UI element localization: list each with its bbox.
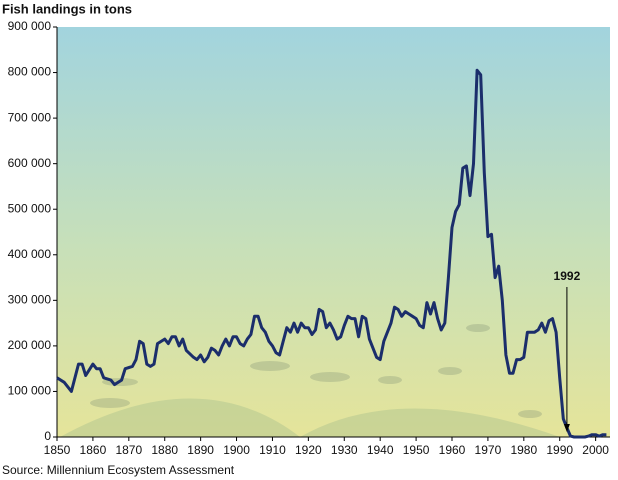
x-tick-label: 1960 [439, 443, 466, 457]
x-tick-label: 1970 [475, 443, 502, 457]
x-tick-label: 1930 [331, 443, 358, 457]
annotation-arrowhead [563, 424, 570, 432]
plot-background [57, 27, 610, 437]
y-tick-label: 600 000 [8, 156, 52, 170]
x-tick-label: 1870 [115, 443, 142, 457]
x-tick-label: 1860 [80, 443, 107, 457]
y-tick-label: 100 000 [8, 384, 52, 398]
y-tick-label: 400 000 [8, 247, 52, 261]
y-tick-label: 500 000 [8, 201, 52, 215]
x-tick-label: 1980 [510, 443, 537, 457]
annotation: 1992 [554, 269, 581, 283]
x-tick-label: 1940 [367, 443, 394, 457]
x-tick-label: 2000 [582, 443, 609, 457]
x-tick-label: 1920 [295, 443, 322, 457]
data-line [56, 68, 607, 439]
y-tick-label: 300 000 [8, 293, 52, 307]
seaweed-decoration [60, 324, 560, 437]
x-tick-label: 1990 [546, 443, 573, 457]
y-tick-label: 0 [44, 429, 51, 443]
x-tick-label: 1850 [44, 443, 71, 457]
y-tick-label: 800 000 [8, 65, 52, 79]
x-tick-label: 1950 [403, 443, 430, 457]
x-tick-label: 1880 [151, 443, 178, 457]
y-tick-label: 200 000 [8, 338, 52, 352]
x-tick-label: 1910 [259, 443, 286, 457]
y-tick-label: 700 000 [8, 110, 52, 124]
chart-title: Fish landings in tons [2, 1, 132, 16]
y-tick-label: 900 000 [8, 19, 52, 33]
x-tick-label: 1900 [223, 443, 250, 457]
source-note: Source: Millennium Ecosystem Assessment [2, 463, 235, 477]
x-tick-label: 1890 [187, 443, 214, 457]
